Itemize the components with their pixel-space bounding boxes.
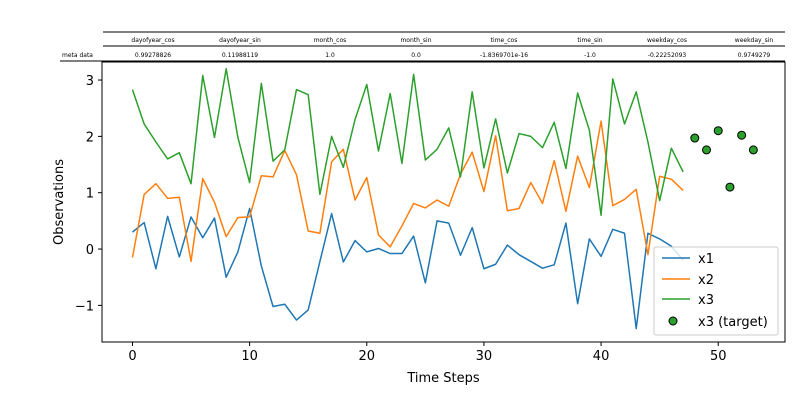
series-line-x2 xyxy=(131,120,684,263)
legend-swatch-target xyxy=(668,316,678,326)
x-tick-label: 30 xyxy=(476,349,493,364)
legend-label: x2 xyxy=(698,273,714,288)
table-value-cell: -1.8369701e-16 xyxy=(480,52,528,59)
meta-table: dayofyear_cos dayofyear_sin month_cos month… xyxy=(60,31,785,62)
series-layer xyxy=(131,68,684,330)
target-point xyxy=(702,145,712,155)
target-point xyxy=(725,182,735,192)
plot-area: 0 10 20 30 40 50 −1 0 1 2 3 Time Steps Observatio… xyxy=(52,61,786,386)
x-tick-label: 0 xyxy=(128,349,136,364)
axes-frame xyxy=(101,61,786,343)
series-line-x3 xyxy=(131,68,684,216)
table-header-cell: dayofyear_sin xyxy=(219,37,261,44)
table-row-label: meta data xyxy=(62,52,93,59)
table-header-cell: weekday_sin xyxy=(735,37,774,44)
legend-frame xyxy=(653,246,779,336)
legend-items: x1 x2 x3 x3 (target) xyxy=(662,252,768,330)
table-header-cell: time_sin xyxy=(577,37,602,44)
x-tick-label: 20 xyxy=(358,349,375,364)
x-axis-label: Time Steps xyxy=(406,371,480,386)
table-header-cell: month_cos xyxy=(314,37,347,44)
y-axis-ticks: −1 0 1 2 3 xyxy=(75,74,102,314)
table-header-row: dayofyear_cos dayofyear_sin month_cos month… xyxy=(131,37,773,44)
y-tick-label: 0 xyxy=(86,243,94,258)
table-value-cell: 0.11988119 xyxy=(222,52,258,59)
y-tick-label: 2 xyxy=(86,130,94,145)
table-value-cell: -1.0 xyxy=(584,52,596,59)
table-value-cell: 1.0 xyxy=(325,52,335,59)
y-tick-label: −1 xyxy=(75,299,94,314)
table-value-row: 0.99278826 0.11988119 1.0 0.0 -1.8369701e-16… xyxy=(135,52,771,59)
y-tick-label: 1 xyxy=(86,187,94,202)
x-tick-label: 50 xyxy=(710,349,727,364)
table-header-cell: month_sin xyxy=(400,37,431,44)
x-axis-ticks: 0 10 20 30 40 50 xyxy=(128,342,726,364)
target-layer xyxy=(690,126,758,192)
y-tick-label: 3 xyxy=(86,74,94,89)
target-point xyxy=(713,126,723,136)
table-value-cell: 0.9749279 xyxy=(738,52,771,59)
table-value-cell: 0.99278826 xyxy=(135,52,171,59)
target-point xyxy=(748,145,758,155)
target-point xyxy=(690,133,700,143)
table-value-cell: 0.0 xyxy=(411,52,421,59)
y-axis-label: Observations xyxy=(52,159,67,245)
legend: x1 x2 x3 x3 (target) xyxy=(653,246,779,336)
legend-label: x3 xyxy=(698,293,714,308)
legend-label: x3 (target) xyxy=(698,315,768,330)
table-value-cell: -0.22252093 xyxy=(648,52,687,59)
series-line-x1 xyxy=(131,207,684,330)
table-header-cell: dayofyear_cos xyxy=(131,37,174,44)
target-point xyxy=(737,130,747,140)
legend-label: x1 xyxy=(698,252,714,267)
x-tick-label: 10 xyxy=(241,349,258,364)
x-tick-label: 40 xyxy=(593,349,610,364)
table-header-cell: weekday_cos xyxy=(647,37,687,44)
table-header-cell: time_cos xyxy=(491,37,518,44)
